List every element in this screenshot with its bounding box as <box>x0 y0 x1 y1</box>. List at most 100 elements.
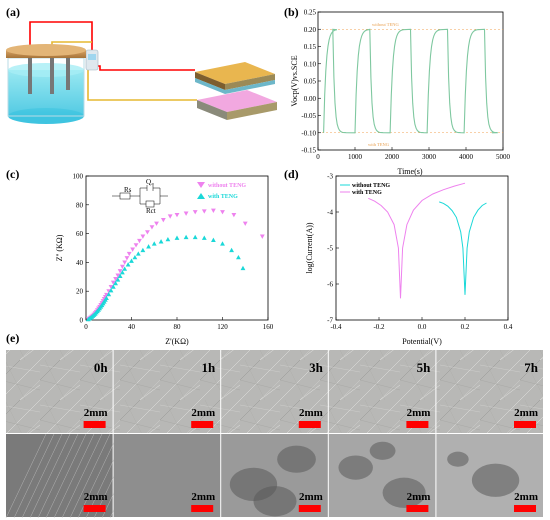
point-without-teng <box>120 264 125 270</box>
point-without-teng <box>126 251 132 257</box>
teng-top-layer <box>195 62 275 84</box>
surface-scratch <box>77 433 119 519</box>
point-with-teng <box>165 236 171 242</box>
point-without-teng <box>122 260 128 265</box>
y-tick-label: -7 <box>327 317 333 325</box>
corrosion-spot <box>471 463 520 497</box>
y-tick-label: 0 <box>80 317 84 325</box>
electrode-2 <box>50 50 54 94</box>
panel-d-label: (d) <box>284 167 299 181</box>
point-with-teng <box>151 241 157 246</box>
teng-bottom-side <box>197 100 227 120</box>
teng-bottom-front <box>227 102 277 120</box>
red-wire <box>29 21 93 58</box>
lid-top <box>6 44 86 56</box>
point-without-teng <box>145 230 150 235</box>
y-tick-label: 0.20 <box>304 26 317 34</box>
legend-marker-without-teng <box>197 182 205 188</box>
point-with-teng <box>106 291 112 297</box>
point-with-teng <box>211 237 216 242</box>
point-without-teng <box>259 234 265 239</box>
teng-bottom-layer <box>197 90 277 112</box>
x-tick-label: 0.4 <box>504 323 513 331</box>
point-with-teng <box>117 273 123 278</box>
x-tick-label: 0 <box>316 153 320 161</box>
point-with-teng <box>174 235 180 240</box>
circuit-rct: Rct <box>146 207 156 215</box>
point-without-teng <box>167 214 173 219</box>
x-tick-label: 0.0 <box>418 323 427 331</box>
photo-bottom-0h <box>6 434 113 517</box>
chart-c-xlabel: Z'(KΩ) <box>165 337 189 346</box>
legend-without-teng: without TENG <box>208 183 246 189</box>
nyquist-chart: 0 40 80 120 160 0 20 40 60 80 100 Rs Qdl Rct witho… <box>55 173 274 347</box>
scale-label: 2mm <box>407 407 431 419</box>
electrolyte-surface <box>8 63 84 77</box>
point-without-teng <box>201 209 207 214</box>
chart-d-frame <box>335 175 509 321</box>
y-tick-label: 0.00 <box>304 95 317 103</box>
y-tick-label: 0.25 <box>304 9 317 17</box>
panel-e-label: (e) <box>6 331 19 345</box>
chart-d-xlabel: Potential(V) <box>402 337 442 346</box>
point-with-teng <box>140 247 146 253</box>
point-with-teng <box>201 235 207 240</box>
point-without-teng <box>220 210 225 215</box>
y-tick-label: -0.15 <box>301 147 316 155</box>
legend-d-without-teng: without TENG <box>352 183 390 189</box>
circuit-q: Qdl <box>146 178 154 186</box>
corrosion-spot <box>447 451 469 467</box>
point-without-teng <box>231 212 237 218</box>
surface-scratch <box>21 433 63 519</box>
point-with-teng <box>229 247 234 253</box>
point-without-teng <box>183 211 189 216</box>
y-tick-label: -0.10 <box>301 129 316 137</box>
point-with-teng <box>236 254 241 260</box>
corrosion-spot <box>338 455 373 480</box>
point-without-teng <box>124 256 130 261</box>
y-tick-label: 0.05 <box>304 78 317 86</box>
y-tick-label: -6 <box>327 281 333 289</box>
y-tick-label: -3 <box>327 173 333 181</box>
point-with-teng <box>115 277 121 282</box>
point-with-teng <box>110 284 116 289</box>
point-without-teng <box>140 234 146 239</box>
x-tick-label: 3000 <box>422 153 437 161</box>
scale-label: 2mm <box>84 491 108 503</box>
annotation-with-teng: with TENG <box>368 142 390 147</box>
y-tick-label: 20 <box>76 288 84 296</box>
scale-label: 2mm <box>191 407 215 419</box>
point-with-teng <box>192 234 198 240</box>
x-tick-label: 5000 <box>496 153 511 161</box>
teng-top-side <box>195 72 225 90</box>
scale-bar <box>191 421 214 428</box>
x-tick-label: 1000 <box>348 153 363 161</box>
scale-label: 2mm <box>191 491 215 503</box>
teng-top-film <box>195 78 275 94</box>
ocp-chart: 0 1000 2000 3000 4000 5000 0.25 0.20 0.15 0.10 0.0… <box>290 9 511 177</box>
x-tick-label: 160 <box>263 323 274 331</box>
surface-scratch <box>29 433 71 519</box>
point-with-teng <box>240 265 246 271</box>
point-with-teng <box>104 295 109 301</box>
scale-bar <box>83 421 106 428</box>
x-tick-label: 0 <box>84 323 88 331</box>
photo-top-7h <box>436 350 543 433</box>
surface-scratch <box>5 433 47 519</box>
point-with-teng <box>122 266 128 271</box>
scale-bar <box>298 421 321 428</box>
point-with-teng <box>132 254 138 260</box>
x-tick-label: 40 <box>128 323 136 331</box>
y-tick-label: -0.05 <box>301 112 316 120</box>
photo-top-5h <box>328 350 436 433</box>
point-without-teng <box>133 243 139 248</box>
photo-time-label: 7h <box>524 360 539 375</box>
legend-d-with-teng: with TENG <box>352 190 382 196</box>
surface-scratch <box>69 433 111 519</box>
scale-bar <box>514 505 536 512</box>
point-without-teng <box>130 247 136 252</box>
point-without-teng <box>211 208 216 213</box>
tafel-chart: -0.4 -0.2 0.0 0.2 0.4 -3 -4 -5 -6 -7 without TENG… <box>305 173 513 347</box>
point-without-teng <box>115 273 121 278</box>
surface-scratch <box>61 433 103 519</box>
